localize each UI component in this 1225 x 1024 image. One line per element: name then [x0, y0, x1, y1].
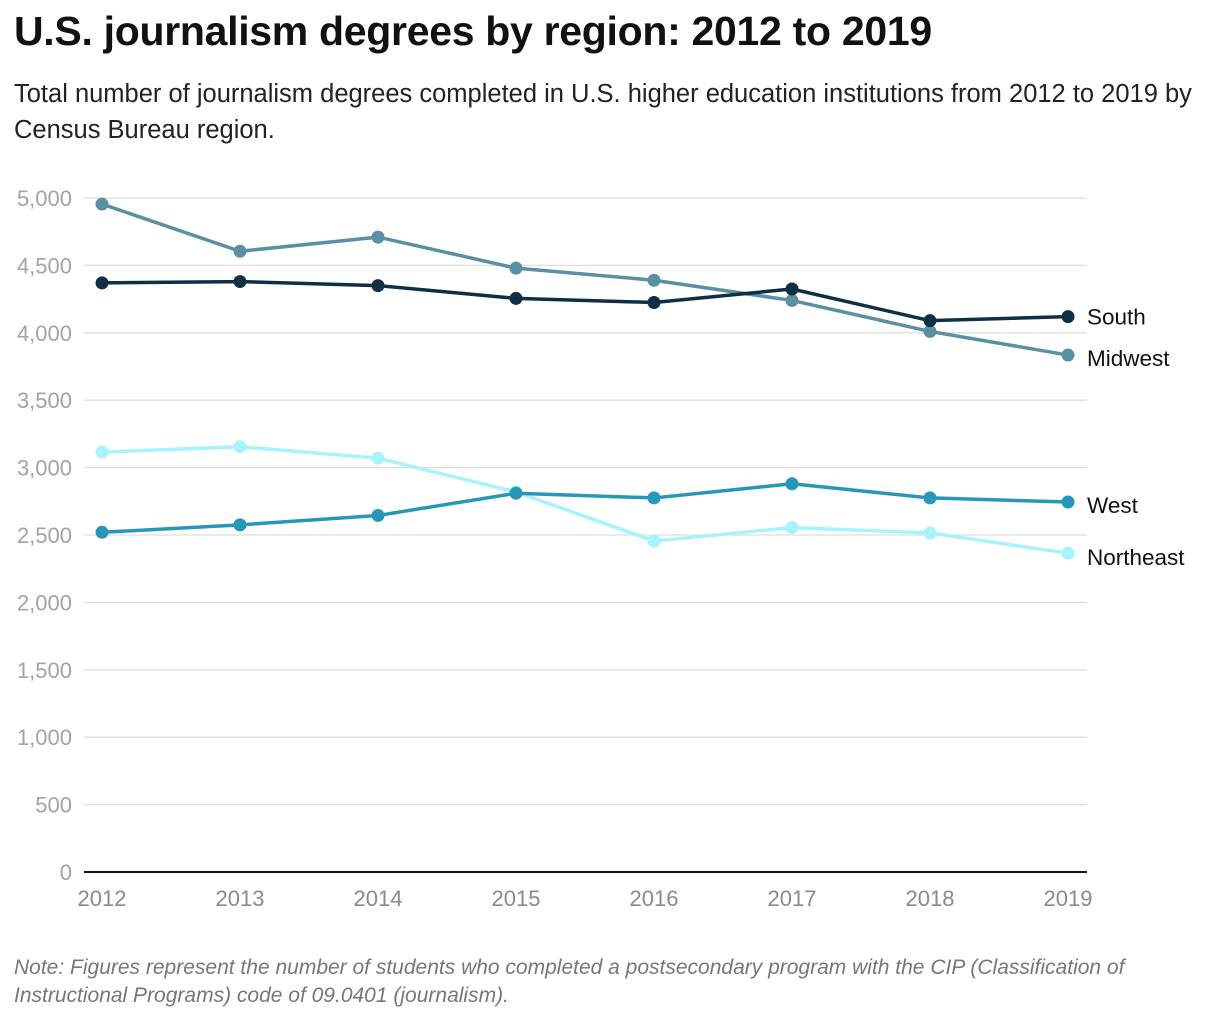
y-tick-label: 3,000 — [17, 456, 72, 481]
series-midwest — [95, 197, 1075, 362]
series-line-midwest — [100, 202, 1070, 357]
series-label-midwest: Midwest — [1087, 346, 1170, 371]
y-tick-label: 3,500 — [17, 388, 72, 413]
data-point-west — [1061, 495, 1075, 509]
y-tick-label: 1,000 — [17, 725, 72, 750]
y-tick-label: 4,000 — [17, 321, 72, 346]
data-point-west — [95, 525, 109, 539]
data-point-northeast — [785, 521, 799, 535]
data-point-northeast — [923, 526, 937, 540]
series-line-south — [100, 279, 1070, 323]
gridlines — [84, 197, 1087, 806]
x-tick-label: 2012 — [78, 886, 127, 911]
data-point-midwest — [509, 261, 523, 275]
x-tick-label: 2015 — [492, 886, 541, 911]
chart-title: U.S. journalism degrees by region: 2012 … — [14, 8, 932, 54]
data-point-south — [233, 275, 247, 289]
series-line-northeast — [100, 444, 1070, 555]
x-tick-label: 2014 — [354, 886, 403, 911]
x-tick-label: 2019 — [1044, 886, 1093, 911]
x-tick-label: 2017 — [768, 886, 817, 911]
data-point-south — [647, 295, 661, 309]
y-tick-label: 1,500 — [17, 658, 72, 683]
data-point-south — [509, 291, 523, 305]
data-point-midwest — [371, 230, 385, 244]
y-tick-label: 0 — [60, 860, 72, 885]
series-west — [95, 477, 1075, 539]
series-south — [95, 275, 1075, 328]
y-tick-label: 2,500 — [17, 523, 72, 548]
data-point-west — [509, 486, 523, 500]
data-point-south — [371, 279, 385, 293]
data-point-west — [923, 491, 937, 505]
data-point-midwest — [647, 273, 661, 287]
data-point-midwest — [923, 324, 937, 338]
series-line-west — [100, 482, 1070, 535]
chart-note: Note: Figures represent the number of st… — [14, 956, 1125, 1007]
x-tick-label: 2013 — [216, 886, 265, 911]
data-point-west — [785, 477, 799, 491]
y-tick-label: 2,000 — [17, 590, 72, 615]
data-point-south — [1061, 310, 1075, 324]
series-labels: Midwest South Northeast West — [1087, 305, 1185, 571]
y-tick-label: 4,500 — [17, 253, 72, 278]
data-point-northeast — [1061, 546, 1075, 560]
series-label-west: West — [1087, 493, 1139, 518]
data-point-south — [923, 314, 937, 328]
x-tick-label: 2018 — [906, 886, 955, 911]
data-point-northeast — [371, 451, 385, 465]
data-point-northeast — [233, 440, 247, 454]
data-point-west — [371, 508, 385, 522]
data-point-midwest — [95, 197, 109, 211]
series — [95, 197, 1075, 560]
data-point-midwest — [233, 244, 247, 258]
chart-subtitle: Total number of journalism degrees compl… — [14, 80, 1192, 144]
data-point-west — [647, 491, 661, 505]
data-point-west — [233, 518, 247, 532]
data-point-northeast — [647, 534, 661, 548]
x-axis-ticks: 2012 2013 2014 2015 2016 2017 2018 2019 — [78, 886, 1093, 911]
data-point-midwest — [1061, 348, 1075, 362]
y-tick-label: 5,000 — [17, 186, 72, 211]
data-point-midwest — [785, 293, 799, 307]
y-tick-label: 500 — [35, 793, 72, 818]
data-point-south — [95, 276, 109, 290]
series-label-south: South — [1087, 305, 1146, 330]
line-chart: 0 500 1,000 1,500 2,000 2,500 3,000 3,500 4,000 4… — [17, 186, 1185, 911]
series-label-northeast: Northeast — [1087, 545, 1185, 570]
data-point-south — [785, 282, 799, 296]
data-point-northeast — [95, 445, 109, 459]
x-tick-label: 2016 — [630, 886, 679, 911]
y-axis-ticks: 0 500 1,000 1,500 2,000 2,500 3,000 3,500 4,000 4… — [17, 186, 72, 885]
